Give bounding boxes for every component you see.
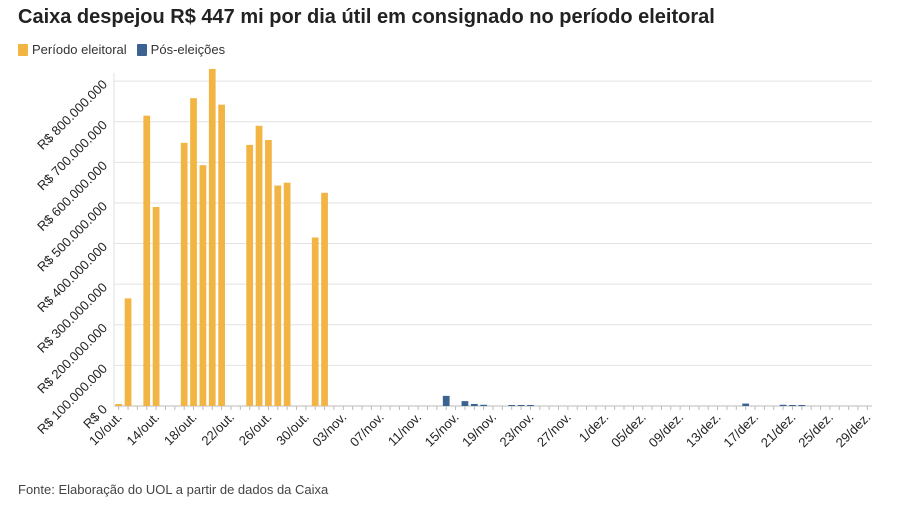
legend-label-periodo-eleitoral: Período eleitoral xyxy=(32,42,127,57)
x-tick-label: 29/dez. xyxy=(833,410,874,451)
legend-item-periodo-eleitoral[interactable]: Período eleitoral xyxy=(18,42,127,57)
legend-swatch-periodo-eleitoral xyxy=(18,43,28,56)
bar-pos-eleicoes[interactable] xyxy=(789,405,796,406)
bar-periodo-eleitoral[interactable] xyxy=(218,104,225,407)
x-tick-label: 1/dez. xyxy=(576,410,612,446)
x-tick-label: 19/nov. xyxy=(459,410,499,450)
bar-pos-eleicoes[interactable] xyxy=(461,401,469,406)
gridlines xyxy=(113,73,872,407)
bar-periodo-eleitoral[interactable] xyxy=(180,142,188,406)
bar-pos-eleicoes[interactable] xyxy=(779,404,787,406)
x-tick-label: 25/dez. xyxy=(795,410,836,451)
bar-pos-eleicoes[interactable] xyxy=(798,405,806,406)
x-tick-label: 23/nov. xyxy=(496,410,536,450)
x-tick-label: 30/out. xyxy=(273,410,312,449)
x-tick-label: 14/out. xyxy=(124,410,163,449)
bar-periodo-eleitoral[interactable] xyxy=(190,98,197,407)
x-tick-label: 27/nov. xyxy=(534,410,574,450)
bar-pos-eleicoes[interactable] xyxy=(470,403,478,406)
bar-pos-eleicoes[interactable] xyxy=(742,403,750,406)
bar-periodo-eleitoral[interactable] xyxy=(208,68,216,406)
legend: Período eleitoral Pós-eleições xyxy=(18,42,225,57)
x-tick-label: 26/out. xyxy=(236,410,275,449)
bar-periodo-eleitoral[interactable] xyxy=(265,140,272,406)
bar-periodo-eleitoral[interactable] xyxy=(246,144,254,406)
x-tick-label: 13/dez. xyxy=(683,410,724,451)
x-tick-label: 07/nov. xyxy=(347,410,387,450)
bar-pos-eleicoes[interactable] xyxy=(508,405,516,406)
x-tick-label: 22/out. xyxy=(198,410,237,449)
y-tick-label: R$ 200.000.000 xyxy=(34,320,110,396)
x-tick-label: 03/nov. xyxy=(309,410,349,450)
x-tick-label: 15/nov. xyxy=(422,410,462,450)
bar-periodo-eleitoral[interactable] xyxy=(143,115,151,406)
chart-title: Caixa despejou R$ 447 mi por dia útil em… xyxy=(18,6,715,28)
y-tick-label: R$ 700.000.000 xyxy=(34,117,110,193)
bar-periodo-eleitoral[interactable] xyxy=(255,125,263,406)
bar-periodo-eleitoral[interactable] xyxy=(115,403,123,406)
y-tick-label: R$ 400.000.000 xyxy=(34,239,110,315)
x-tick-label: 05/dez. xyxy=(608,410,649,451)
bar-periodo-eleitoral[interactable] xyxy=(274,185,282,406)
bar-pos-eleicoes[interactable] xyxy=(480,404,488,406)
bar-periodo-eleitoral[interactable] xyxy=(321,192,328,406)
x-tick-label: 11/nov. xyxy=(385,410,424,449)
bar-periodo-eleitoral[interactable] xyxy=(283,182,291,406)
y-tick-label: R$ 500.000.000 xyxy=(34,198,110,274)
y-tick-label: R$ 800.000.000 xyxy=(34,77,110,153)
x-tick-label: 09/dez. xyxy=(646,410,687,451)
bars xyxy=(115,68,806,407)
y-tick-label: R$ 300.000.000 xyxy=(34,280,110,356)
x-tick-label: 18/out. xyxy=(161,410,200,449)
legend-item-pos-eleicoes[interactable]: Pós-eleições xyxy=(136,42,226,57)
bar-periodo-eleitoral[interactable] xyxy=(152,207,160,406)
source-note: Fonte: Elaboração do UOL a partir de dad… xyxy=(18,482,329,497)
legend-swatch-pos-eleicoes xyxy=(136,43,147,56)
bar-periodo-eleitoral[interactable] xyxy=(124,298,132,406)
x-tick-label: 17/dez. xyxy=(720,410,761,451)
x-tick-label: 21/dez. xyxy=(758,410,799,451)
bar-periodo-eleitoral[interactable] xyxy=(199,165,207,406)
bar-pos-eleicoes[interactable] xyxy=(527,405,534,406)
bar-periodo-eleitoral[interactable] xyxy=(311,237,319,406)
legend-label-pos-eleicoes: Pós-eleições xyxy=(150,42,226,57)
bar-pos-eleicoes[interactable] xyxy=(517,405,525,406)
bar-pos-eleicoes[interactable] xyxy=(442,395,450,406)
y-tick-label: R$ 600.000.000 xyxy=(34,158,110,234)
